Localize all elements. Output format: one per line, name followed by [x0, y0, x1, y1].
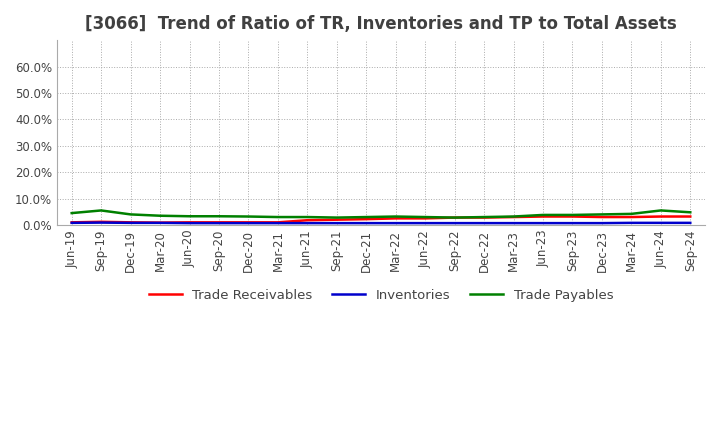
Trade Payables [97, 208, 106, 213]
Inventories [627, 220, 636, 226]
Trade Receivables [627, 214, 636, 220]
Line: Trade Payables: Trade Payables [72, 210, 690, 217]
Trade Payables [244, 214, 253, 219]
Inventories [185, 220, 194, 226]
Trade Payables [362, 214, 371, 220]
Trade Receivables [126, 220, 135, 225]
Trade Payables [333, 215, 341, 220]
Inventories [480, 220, 488, 226]
Trade Payables [421, 214, 430, 220]
Trade Payables [274, 214, 282, 220]
Trade Receivables [362, 216, 371, 222]
Title: [3066]  Trend of Ratio of TR, Inventories and TP to Total Assets: [3066] Trend of Ratio of TR, Inventories… [85, 15, 677, 33]
Trade Receivables [185, 220, 194, 225]
Trade Payables [68, 210, 76, 216]
Inventories [421, 220, 430, 226]
Trade Payables [568, 212, 577, 217]
Inventories [333, 220, 341, 226]
Inventories [215, 220, 223, 226]
Inventories [156, 220, 164, 226]
Inventories [657, 220, 665, 226]
Line: Trade Receivables: Trade Receivables [72, 216, 690, 223]
Legend: Trade Receivables, Inventories, Trade Payables: Trade Receivables, Inventories, Trade Pa… [143, 283, 618, 307]
Trade Payables [303, 214, 312, 220]
Trade Receivables [509, 214, 518, 220]
Trade Receivables [244, 220, 253, 225]
Inventories [244, 220, 253, 226]
Inventories [126, 220, 135, 226]
Inventories [568, 220, 577, 226]
Trade Payables [126, 212, 135, 217]
Trade Payables [450, 215, 459, 220]
Trade Payables [539, 212, 547, 217]
Trade Receivables [156, 220, 164, 225]
Trade Payables [657, 208, 665, 213]
Trade Receivables [97, 219, 106, 224]
Trade Receivables [303, 217, 312, 223]
Trade Payables [480, 214, 488, 220]
Inventories [274, 220, 282, 226]
Trade Payables [392, 214, 400, 219]
Trade Receivables [539, 214, 547, 219]
Inventories [509, 220, 518, 226]
Trade Receivables [215, 220, 223, 225]
Trade Payables [156, 213, 164, 218]
Trade Payables [509, 214, 518, 219]
Inventories [97, 220, 106, 225]
Trade Receivables [392, 216, 400, 221]
Trade Receivables [480, 215, 488, 220]
Inventories [686, 220, 695, 226]
Trade Payables [598, 212, 606, 217]
Inventories [450, 220, 459, 226]
Inventories [362, 220, 371, 226]
Trade Receivables [68, 220, 76, 225]
Trade Receivables [333, 217, 341, 222]
Trade Receivables [657, 214, 665, 219]
Trade Payables [215, 213, 223, 219]
Inventories [303, 220, 312, 226]
Trade Receivables [274, 220, 282, 225]
Inventories [539, 220, 547, 226]
Trade Receivables [686, 214, 695, 219]
Inventories [598, 220, 606, 226]
Trade Payables [627, 211, 636, 216]
Trade Payables [686, 209, 695, 215]
Inventories [392, 220, 400, 226]
Trade Receivables [450, 215, 459, 220]
Trade Receivables [421, 216, 430, 221]
Inventories [68, 220, 76, 226]
Trade Payables [185, 213, 194, 219]
Trade Receivables [598, 214, 606, 220]
Trade Receivables [568, 214, 577, 219]
